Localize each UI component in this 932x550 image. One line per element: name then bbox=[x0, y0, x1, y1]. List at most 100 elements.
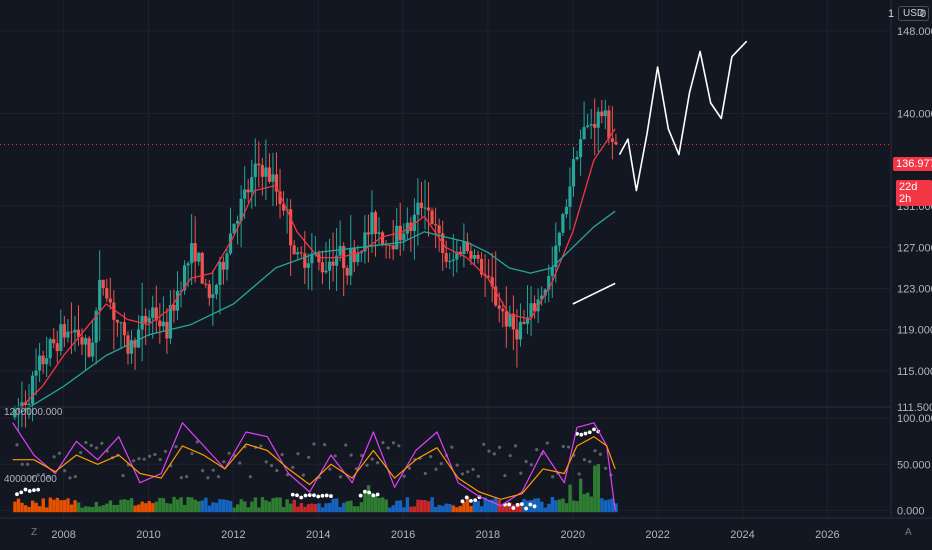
indicator-bar bbox=[384, 499, 388, 513]
indicator-dot bbox=[492, 452, 496, 456]
indicator-bar bbox=[115, 504, 120, 513]
indicator-bar bbox=[175, 499, 180, 513]
price-panel[interactable] bbox=[0, 40, 891, 432]
indicator-bar bbox=[536, 498, 540, 513]
y-tick-label: 115.000 bbox=[897, 366, 932, 378]
indicator-bar bbox=[179, 497, 183, 513]
candle-body bbox=[614, 141, 618, 145]
indicator-bar bbox=[398, 500, 403, 513]
indicator-bar bbox=[487, 500, 491, 513]
indicator-bar bbox=[73, 500, 77, 513]
candle-body bbox=[377, 232, 381, 234]
indicator-bar bbox=[207, 505, 212, 513]
candle-body bbox=[388, 244, 392, 246]
indicator-bar bbox=[34, 502, 38, 513]
candle-body bbox=[200, 252, 204, 284]
indicator-bar bbox=[129, 498, 134, 513]
indicator-dot bbox=[158, 457, 162, 462]
indicator-bar bbox=[232, 507, 236, 513]
indicator-bar bbox=[366, 485, 371, 513]
indicator-bar bbox=[250, 501, 254, 513]
candle-body bbox=[133, 340, 137, 348]
indicator-dot bbox=[73, 474, 77, 479]
indicator-dot bbox=[200, 469, 205, 473]
indicator-dot bbox=[370, 457, 374, 461]
candle-body bbox=[55, 343, 59, 352]
candle-body bbox=[108, 298, 112, 303]
indicator-dot bbox=[41, 472, 46, 477]
candle-body bbox=[101, 279, 105, 289]
indicator-dot bbox=[227, 451, 231, 455]
x-tick-label: 2016 bbox=[391, 529, 415, 541]
indicator-bar bbox=[395, 500, 399, 513]
indicator-bar bbox=[525, 500, 530, 513]
candle-body bbox=[289, 209, 293, 246]
indicator-bar bbox=[41, 498, 45, 513]
candle-body bbox=[490, 277, 494, 287]
indicator-signal-dot bbox=[519, 502, 524, 506]
candle-body bbox=[264, 167, 268, 177]
indicator-bar bbox=[416, 499, 420, 513]
indicator-signal-dot bbox=[15, 492, 19, 497]
auto-scale-button[interactable]: A bbox=[905, 527, 912, 538]
candle-body bbox=[161, 321, 165, 327]
indicator-bar bbox=[614, 503, 618, 513]
indicator-dot bbox=[307, 455, 311, 459]
candle-body bbox=[402, 233, 406, 241]
candle-body bbox=[147, 317, 151, 323]
indicator-signal-dot bbox=[592, 427, 596, 432]
indicator-signal-dot bbox=[507, 502, 512, 507]
indicator-tick-label: 100.000 bbox=[897, 413, 932, 425]
indicator-bar bbox=[161, 498, 166, 513]
candle-body bbox=[437, 225, 441, 234]
indicator-signal-dot bbox=[312, 493, 316, 498]
candle-body bbox=[373, 212, 378, 234]
candle-body bbox=[448, 261, 452, 263]
indicator-bar bbox=[197, 501, 201, 513]
indicator-bar bbox=[522, 498, 526, 513]
slow-ma-line bbox=[20, 210, 616, 413]
indicator-signal-dot bbox=[532, 504, 537, 509]
indicator-dot bbox=[142, 457, 146, 461]
indicator-dot bbox=[333, 454, 337, 458]
indicator-bar bbox=[575, 501, 579, 513]
candle-body bbox=[610, 138, 614, 142]
indicator-bar bbox=[55, 497, 60, 513]
indicator-bar bbox=[335, 498, 339, 513]
indicator-dot bbox=[57, 451, 62, 455]
timezone-button[interactable]: Z bbox=[31, 527, 38, 538]
candle-body bbox=[515, 329, 519, 340]
indicator-dot bbox=[344, 443, 348, 447]
indicator-dot bbox=[582, 458, 587, 462]
indicator-bar bbox=[16, 498, 21, 513]
candle-body bbox=[172, 305, 176, 311]
candle-body bbox=[119, 322, 123, 324]
indicator-bar bbox=[476, 500, 480, 513]
candle-body bbox=[554, 245, 558, 268]
indicator-signal-dot bbox=[303, 493, 308, 498]
indicator-bar bbox=[349, 500, 353, 513]
candle-body bbox=[596, 111, 600, 128]
indicator-bar bbox=[289, 503, 293, 513]
indicator-dot bbox=[460, 472, 465, 476]
indicator-bar bbox=[451, 505, 456, 513]
candle-body bbox=[20, 402, 24, 408]
candle-body bbox=[547, 276, 551, 290]
indicator-bar bbox=[278, 497, 282, 513]
candle-body bbox=[366, 232, 371, 235]
candle-body bbox=[204, 283, 208, 285]
indicator-bar bbox=[186, 496, 190, 513]
indicator-bar bbox=[23, 505, 28, 513]
currency-selector[interactable]: USD bbox=[898, 6, 930, 21]
indicator-dot bbox=[15, 443, 19, 447]
indicator-signal-dot bbox=[290, 492, 295, 497]
indicator-bar bbox=[409, 506, 413, 513]
indicator-signal-dot bbox=[358, 493, 363, 498]
x-tick-label: 2014 bbox=[306, 529, 330, 541]
indicator-panel[interactable] bbox=[12, 422, 618, 513]
candle-body bbox=[112, 302, 116, 320]
indicator-signal-dot bbox=[23, 487, 28, 492]
candle-body bbox=[253, 163, 257, 178]
indicator-bar bbox=[610, 498, 615, 513]
indicator-signal-dot bbox=[515, 502, 520, 507]
